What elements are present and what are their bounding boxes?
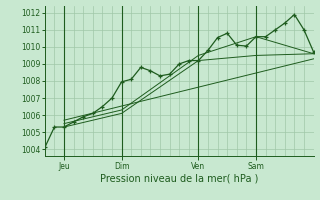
X-axis label: Pression niveau de la mer( hPa ): Pression niveau de la mer( hPa ) — [100, 173, 258, 183]
